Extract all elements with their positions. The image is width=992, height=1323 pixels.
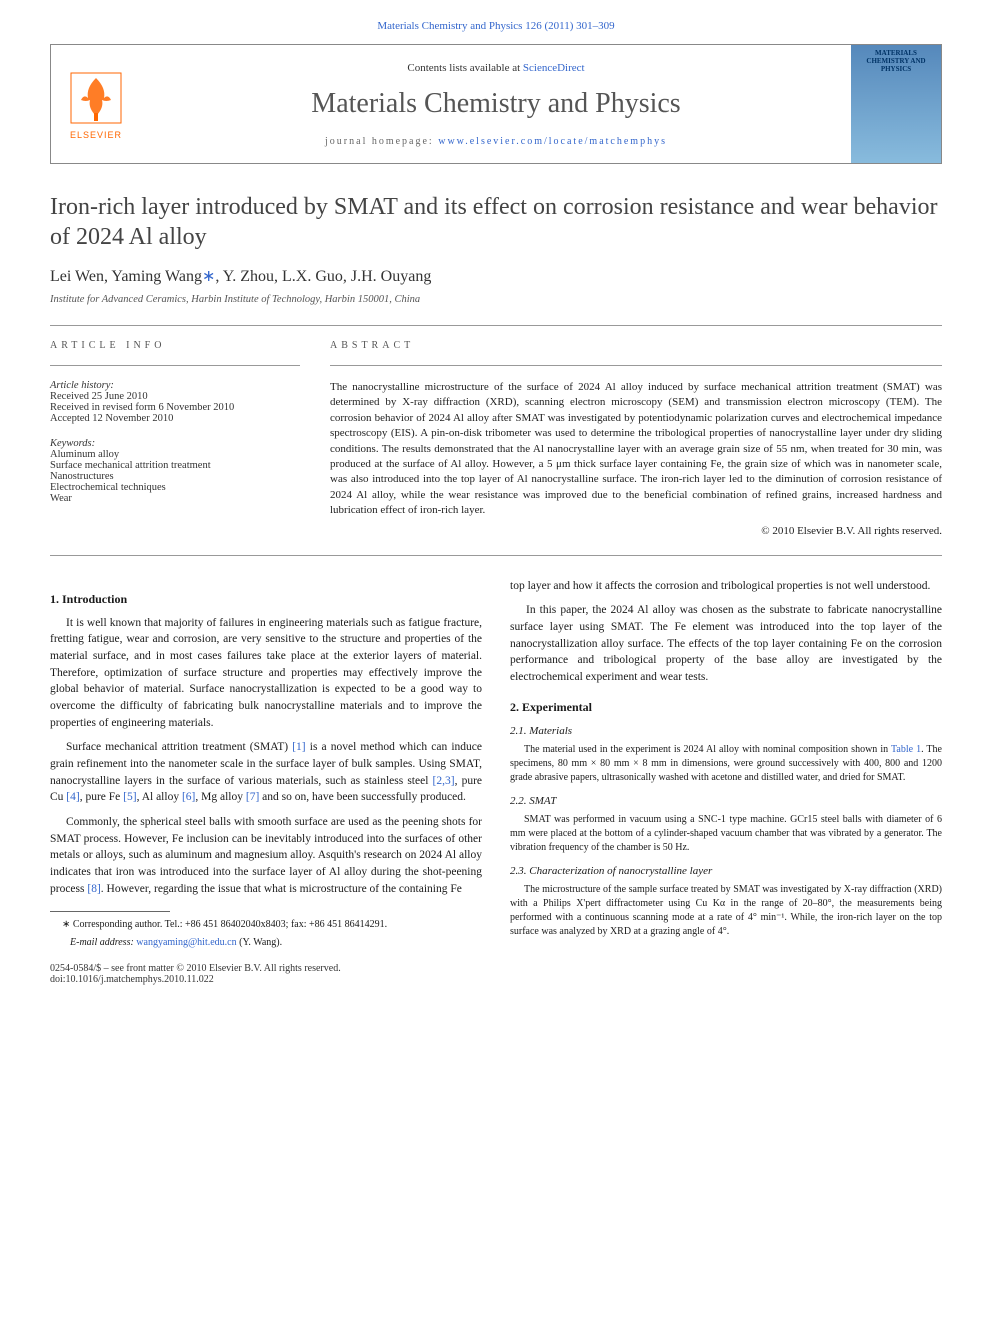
- col2-paragraph-2: In this paper, the 2024 Al alloy was cho…: [510, 602, 942, 685]
- materials-paragraph: The material used in the experiment is 2…: [510, 743, 942, 785]
- meta-row: article info Article history: Received 2…: [50, 340, 942, 537]
- ref-link[interactable]: [4]: [66, 791, 79, 803]
- homepage-line: journal homepage: www.elsevier.com/locat…: [325, 136, 667, 147]
- sciencedirect-link[interactable]: ScienceDirect: [523, 62, 585, 74]
- homepage-prefix: journal homepage:: [325, 136, 438, 147]
- doi-line: doi:10.1016/j.matchemphys.2010.11.022: [50, 974, 482, 985]
- intro-paragraph-1: It is well known that majority of failur…: [50, 615, 482, 732]
- header-center: Contents lists available at ScienceDirec…: [141, 45, 851, 163]
- email-footnote: E-mail address: wangyaming@hit.edu.cn (Y…: [50, 936, 482, 950]
- section-introduction-title: 1. Introduction: [50, 592, 482, 607]
- cover-line-2: CHEMISTRY AND: [866, 57, 925, 65]
- ref-link[interactable]: [7]: [246, 791, 259, 803]
- contents-available-line: Contents lists available at ScienceDirec…: [407, 62, 584, 74]
- article-title: Iron-rich layer introduced by SMAT and i…: [50, 192, 942, 252]
- corresponding-star-icon: ∗: [202, 268, 215, 285]
- issn-line: 0254-0584/$ – see front matter © 2010 El…: [50, 963, 482, 974]
- journal-header-box: ELSEVIER Contents lists available at Sci…: [50, 44, 942, 164]
- intro-paragraph-2: Surface mechanical attrition treatment (…: [50, 739, 482, 806]
- section-experimental-title: 2. Experimental: [510, 700, 942, 715]
- subsection-characterization-title: 2.3. Characterization of nanocrystalline…: [510, 865, 942, 877]
- article-info-column: article info Article history: Received 2…: [50, 340, 300, 537]
- keyword: Nanostructures: [50, 471, 300, 482]
- contents-prefix: Contents lists available at: [407, 62, 522, 74]
- author-list: Lei Wen, Yaming Wang∗, Y. Zhou, L.X. Guo…: [50, 266, 942, 286]
- history-revised: Received in revised form 6 November 2010: [50, 402, 300, 413]
- table-link[interactable]: Table 1: [891, 744, 921, 755]
- elsevier-label: ELSEVIER: [70, 130, 122, 140]
- footnote-divider: [50, 911, 170, 912]
- email-link[interactable]: wangyaming@hit.edu.cn: [136, 937, 236, 948]
- subsection-smat-title: 2.2. SMAT: [510, 795, 942, 807]
- divider: [50, 555, 942, 556]
- ref-link[interactable]: [1]: [292, 741, 305, 753]
- email-suffix: (Y. Wang).: [237, 937, 283, 948]
- email-label: E-mail address:: [70, 937, 136, 948]
- journal-cover-thumbnail: MATERIALS CHEMISTRY AND PHYSICS: [851, 45, 941, 163]
- authors-rest: , Y. Zhou, L.X. Guo, J.H. Ouyang: [215, 268, 431, 285]
- abstract-column: abstract The nanocrystalline microstruct…: [330, 340, 942, 537]
- homepage-link[interactable]: www.elsevier.com/locate/matchemphys: [438, 136, 667, 147]
- ref-link[interactable]: [6]: [182, 791, 195, 803]
- history-accepted: Accepted 12 November 2010: [50, 413, 300, 424]
- ref-link[interactable]: [8]: [87, 883, 100, 895]
- header-citation: Materials Chemistry and Physics 126 (201…: [50, 20, 942, 32]
- history-label: Article history:: [50, 380, 300, 391]
- body-two-column: 1. Introduction It is well known that ma…: [50, 578, 942, 986]
- ref-link[interactable]: [2,3]: [433, 775, 455, 787]
- corresponding-author-footnote: ∗ Corresponding author. Tel.: +86 451 86…: [50, 918, 482, 932]
- smat-paragraph: SMAT was performed in vacuum using a SNC…: [510, 813, 942, 855]
- abstract-text: The nanocrystalline microstructure of th…: [330, 380, 942, 519]
- cover-line-1: MATERIALS: [875, 49, 917, 57]
- article-info-label: article info: [50, 340, 300, 351]
- journal-name: Materials Chemistry and Physics: [311, 88, 680, 120]
- intro-paragraph-3: Commonly, the spherical steel balls with…: [50, 814, 482, 897]
- divider: [50, 325, 942, 326]
- elsevier-logo: ELSEVIER: [51, 45, 141, 163]
- article-history: Article history: Received 25 June 2010 R…: [50, 380, 300, 424]
- left-column: 1. Introduction It is well known that ma…: [50, 578, 482, 986]
- col2-paragraph-1: top layer and how it affects the corrosi…: [510, 578, 942, 595]
- doi-block: 0254-0584/$ – see front matter © 2010 El…: [50, 963, 482, 985]
- history-received: Received 25 June 2010: [50, 391, 300, 402]
- abstract-copyright: © 2010 Elsevier B.V. All rights reserved…: [330, 525, 942, 537]
- authors-first: Lei Wen, Yaming Wang: [50, 268, 202, 285]
- keyword: Surface mechanical attrition treatment: [50, 460, 300, 471]
- ref-link[interactable]: [5]: [123, 791, 136, 803]
- keyword: Wear: [50, 493, 300, 504]
- keyword: Aluminum alloy: [50, 449, 300, 460]
- characterization-paragraph: The microstructure of the sample surface…: [510, 883, 942, 939]
- abstract-label: abstract: [330, 340, 942, 351]
- cover-line-3: PHYSICS: [881, 65, 911, 73]
- divider: [330, 365, 942, 366]
- subsection-materials-title: 2.1. Materials: [510, 725, 942, 737]
- affiliation: Institute for Advanced Ceramics, Harbin …: [50, 294, 942, 305]
- divider: [50, 365, 300, 366]
- keyword: Electrochemical techniques: [50, 482, 300, 493]
- right-column: top layer and how it affects the corrosi…: [510, 578, 942, 986]
- keywords-block: Keywords: Aluminum alloy Surface mechani…: [50, 438, 300, 504]
- elsevier-tree-icon: [66, 68, 126, 128]
- keywords-label: Keywords:: [50, 438, 300, 449]
